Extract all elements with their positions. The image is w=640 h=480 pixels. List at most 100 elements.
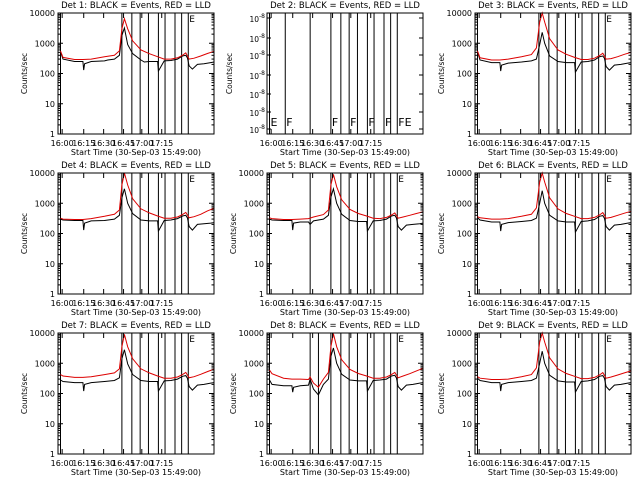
x-axis-label: Start Time (30-Sep-03 15:49:00) bbox=[71, 148, 201, 157]
x-tick-label: 16:45 bbox=[112, 299, 135, 308]
panel-title: Det 3: BLACK = Events, RED = LLD bbox=[478, 1, 628, 11]
panel-title: Det 4: BLACK = Events, RED = LLD bbox=[61, 161, 211, 171]
y-tick-label: 1000 bbox=[244, 199, 264, 208]
y-tick-label: 1000 bbox=[35, 39, 55, 48]
y-tick-label: 10000 bbox=[30, 169, 55, 178]
y-axis-label: Counts/sec bbox=[20, 373, 29, 414]
x-tick-label: 17:00 bbox=[130, 299, 153, 308]
lld-series-line bbox=[477, 331, 632, 380]
panel-det-2: E F F F F F FE10-810-810-810-810-810-810-816:0… bbox=[225, 1, 424, 157]
x-axis-label: Start Time (30-Sep-03 15:49:00) bbox=[488, 148, 618, 157]
y-axis-label: Counts/sec bbox=[20, 53, 29, 94]
y-tick-label: 10000 bbox=[447, 329, 472, 338]
y-tick-label: 10-8 bbox=[249, 70, 265, 81]
y-tick-label: 10-8 bbox=[249, 89, 265, 100]
x-tick-label: 16:00 bbox=[468, 139, 491, 148]
x-tick-label: 17:15 bbox=[359, 139, 382, 148]
y-tick-label: 1000 bbox=[244, 359, 264, 368]
x-tick-label: 17:15 bbox=[150, 299, 173, 308]
panel-det-8: E 1 10 100 1000 10000 16:0016:1516:3016:4517:0… bbox=[229, 321, 424, 477]
panel-det-6: E 1 10 100 1000 10000 16:0016:1516:3016:4517:0… bbox=[437, 161, 632, 317]
y-tick-label: 100 bbox=[40, 390, 55, 399]
x-tick-label: 16:45 bbox=[321, 139, 344, 148]
x-tick-label: 17:15 bbox=[359, 299, 382, 308]
x-tick-label: 17:00 bbox=[339, 459, 362, 468]
x-tick-label: 16:45 bbox=[529, 139, 552, 148]
x-tick-label: 17:00 bbox=[130, 459, 153, 468]
flag-label: F bbox=[332, 116, 338, 129]
x-axis-label: Start Time (30-Sep-03 15:49:00) bbox=[71, 468, 201, 477]
plot-frame bbox=[474, 332, 632, 455]
plot-frame bbox=[57, 332, 215, 455]
flag-label: E bbox=[189, 15, 195, 25]
y-tick-label: 1 bbox=[467, 290, 472, 299]
y-tick-label: 10 bbox=[254, 420, 264, 429]
flag-label: E bbox=[189, 175, 195, 185]
y-axis-label: Counts/sec bbox=[229, 213, 238, 254]
x-tick-label: 16:00 bbox=[468, 459, 491, 468]
x-tick-label: 16:15 bbox=[72, 459, 95, 468]
x-tick-label: 16:30 bbox=[92, 459, 115, 468]
lld-series-line bbox=[269, 174, 424, 220]
y-tick-label: 1 bbox=[50, 290, 55, 299]
panel-det-9: E 1 10 100 1000 10000 16:0016:1516:3016:4517:0… bbox=[437, 321, 632, 477]
x-tick-label: 17:15 bbox=[359, 459, 382, 468]
y-axis-label: Counts/sec bbox=[20, 213, 29, 254]
y-tick-label: 10 bbox=[462, 260, 472, 269]
x-axis-label: Start Time (30-Sep-03 15:49:00) bbox=[280, 468, 410, 477]
lld-series-line bbox=[60, 172, 215, 220]
y-tick-label: 10 bbox=[254, 260, 264, 269]
y-tick-label: 10 bbox=[45, 260, 55, 269]
y-tick-label: 10-8 bbox=[249, 33, 265, 44]
panel-det-3: E 1 10 100 1000 10000 16:0016:1516:3016:4517:0… bbox=[437, 1, 632, 157]
x-tick-label: 16:15 bbox=[489, 299, 512, 308]
y-axis-label: Counts/sec bbox=[437, 213, 446, 254]
x-tick-label: 16:00 bbox=[260, 299, 283, 308]
lld-series-line bbox=[60, 16, 215, 60]
y-tick-label: 10-8 bbox=[249, 50, 265, 61]
x-tick-label: 17:00 bbox=[547, 459, 570, 468]
y-tick-label: 100 bbox=[457, 70, 472, 79]
x-tick-label: 16:00 bbox=[260, 459, 283, 468]
flag-label: FE bbox=[398, 116, 411, 129]
y-tick-label: 10 bbox=[462, 420, 472, 429]
y-tick-label: 1 bbox=[50, 450, 55, 459]
y-tick-label: 10000 bbox=[30, 329, 55, 338]
x-tick-label: 17:15 bbox=[567, 299, 590, 308]
y-tick-label: 1 bbox=[259, 450, 264, 459]
x-tick-label: 16:30 bbox=[92, 299, 115, 308]
y-tick-label: 10-8 bbox=[249, 124, 265, 135]
x-tick-label: 16:45 bbox=[529, 299, 552, 308]
lld-series-line bbox=[477, 11, 632, 61]
flag-label: F bbox=[368, 116, 374, 129]
x-tick-label: 16:00 bbox=[51, 139, 74, 148]
x-axis-label: Start Time (30-Sep-03 15:49:00) bbox=[71, 308, 201, 317]
panel-title: Det 9: BLACK = Events, RED = LLD bbox=[478, 321, 628, 331]
x-tick-label: 17:00 bbox=[130, 139, 153, 148]
y-tick-label: 10-8 bbox=[249, 13, 265, 24]
x-tick-label: 16:45 bbox=[112, 459, 135, 468]
events-series-line bbox=[269, 186, 424, 233]
panel-det-1: E 1 10 100 1000 10000 16:0016:1516:3016:4517:0… bbox=[20, 1, 215, 157]
panel-det-7: E 1 10 100 1000 10000 16:0016:1516:3016:4517:0… bbox=[20, 321, 215, 477]
plot-frame bbox=[57, 12, 215, 135]
y-tick-label: 1 bbox=[50, 130, 55, 139]
y-tick-label: 1000 bbox=[35, 199, 55, 208]
events-series-line bbox=[269, 347, 424, 396]
x-tick-label: 16:00 bbox=[51, 299, 74, 308]
y-tick-label: 10 bbox=[462, 100, 472, 109]
x-tick-label: 16:30 bbox=[509, 459, 532, 468]
events-series-line bbox=[477, 351, 632, 394]
x-tick-label: 17:15 bbox=[150, 459, 173, 468]
flag-label: F bbox=[286, 116, 292, 129]
flag-label: F bbox=[350, 116, 356, 129]
panel-title: Det 5: BLACK = Events, RED = LLD bbox=[270, 161, 420, 171]
panel-title: Det 1: BLACK = Events, RED = LLD bbox=[61, 1, 211, 11]
x-axis-label: Start Time (30-Sep-03 15:49:00) bbox=[488, 468, 618, 477]
x-tick-label: 16:00 bbox=[468, 299, 491, 308]
x-tick-label: 16:00 bbox=[260, 139, 283, 148]
x-axis-label: Start Time (30-Sep-03 15:49:00) bbox=[280, 148, 410, 157]
y-tick-label: 1000 bbox=[35, 359, 55, 368]
flag-label: E bbox=[606, 15, 612, 25]
